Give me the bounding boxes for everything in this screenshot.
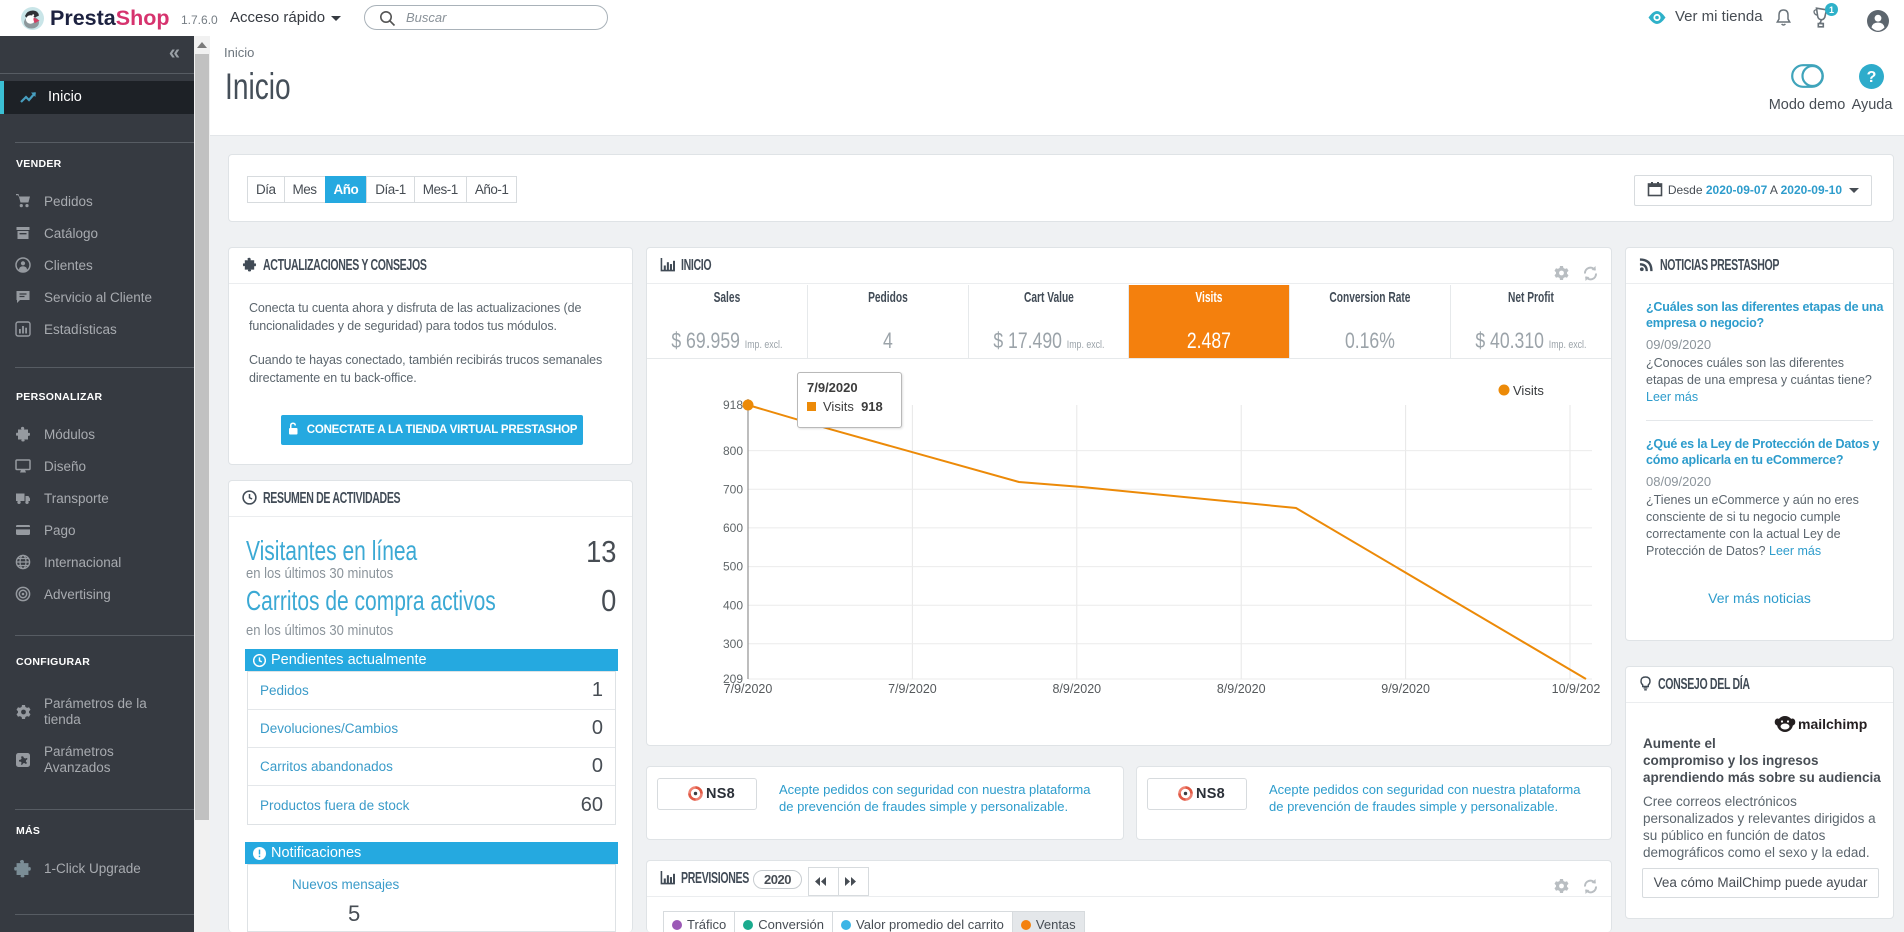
svg-text:400: 400 [723, 599, 743, 613]
svg-text:mailchimp: mailchimp [1798, 716, 1867, 732]
svg-text:300: 300 [723, 637, 743, 651]
svg-text:9/9/2020: 9/9/2020 [1381, 682, 1430, 696]
svg-text:7/9/2020: 7/9/2020 [888, 682, 937, 696]
svg-text:10/9/202: 10/9/202 [1552, 682, 1601, 696]
svg-text:500: 500 [723, 560, 743, 574]
svg-text:?: ? [1867, 69, 1877, 86]
svg-text:8/9/2020: 8/9/2020 [1052, 682, 1101, 696]
svg-text:8/9/2020: 8/9/2020 [1217, 682, 1266, 696]
svg-text:800: 800 [723, 444, 743, 458]
svg-text:7/9/2020: 7/9/2020 [724, 682, 773, 696]
svg-text:209: 209 [723, 672, 743, 686]
svg-text:Visits: Visits [1513, 383, 1544, 398]
svg-text:600: 600 [723, 521, 743, 535]
svg-text:700: 700 [723, 483, 743, 497]
svg-text:918: 918 [723, 398, 743, 412]
svg-text:1: 1 [1829, 5, 1834, 15]
